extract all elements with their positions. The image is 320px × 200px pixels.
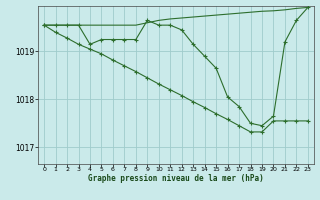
X-axis label: Graphe pression niveau de la mer (hPa): Graphe pression niveau de la mer (hPa) — [88, 174, 264, 183]
